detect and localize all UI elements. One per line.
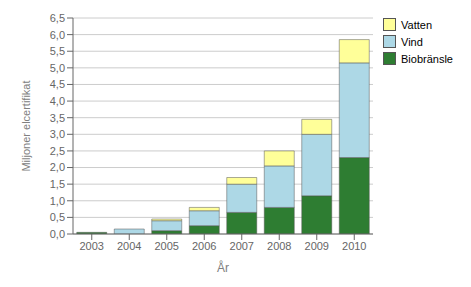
svg-text:5,0: 5,0 bbox=[50, 62, 65, 74]
svg-text:0,5: 0,5 bbox=[50, 211, 65, 223]
svg-text:2004: 2004 bbox=[117, 240, 141, 252]
svg-text:3,5: 3,5 bbox=[50, 112, 65, 124]
svg-text:2007: 2007 bbox=[230, 240, 254, 252]
svg-text:2003: 2003 bbox=[80, 240, 104, 252]
html-text:Vind: Vind bbox=[401, 35, 423, 48]
svg-text:5,5: 5,5 bbox=[50, 45, 65, 57]
svg-text:2,0: 2,0 bbox=[50, 161, 65, 173]
svg-text:4,5: 4,5 bbox=[50, 78, 65, 90]
svg-text:6,0: 6,0 bbox=[50, 29, 65, 41]
svg-text:2010: 2010 bbox=[342, 240, 366, 252]
svg-text:2009: 2009 bbox=[305, 240, 329, 252]
svg-text:4,0: 4,0 bbox=[50, 95, 65, 107]
svg-text:År: År bbox=[217, 260, 229, 275]
svg-text:2005: 2005 bbox=[155, 240, 179, 252]
html-text:Biobränsle: Biobränsle bbox=[401, 52, 453, 65]
svg-text:2006: 2006 bbox=[192, 240, 216, 252]
html-text:Vatten: Vatten bbox=[401, 18, 432, 31]
svg-text:0,0: 0,0 bbox=[50, 228, 65, 240]
svg-text:6,5: 6,5 bbox=[50, 12, 65, 24]
svg-text:Miljoner elcertifikat: Miljoner elcertifikat bbox=[20, 80, 32, 171]
svg-text:1,0: 1,0 bbox=[50, 195, 65, 207]
svg-text:2008: 2008 bbox=[267, 240, 291, 252]
svg-text:1,5: 1,5 bbox=[50, 178, 65, 190]
svg-text:2,5: 2,5 bbox=[50, 145, 65, 157]
svg-text:3,0: 3,0 bbox=[50, 128, 65, 140]
